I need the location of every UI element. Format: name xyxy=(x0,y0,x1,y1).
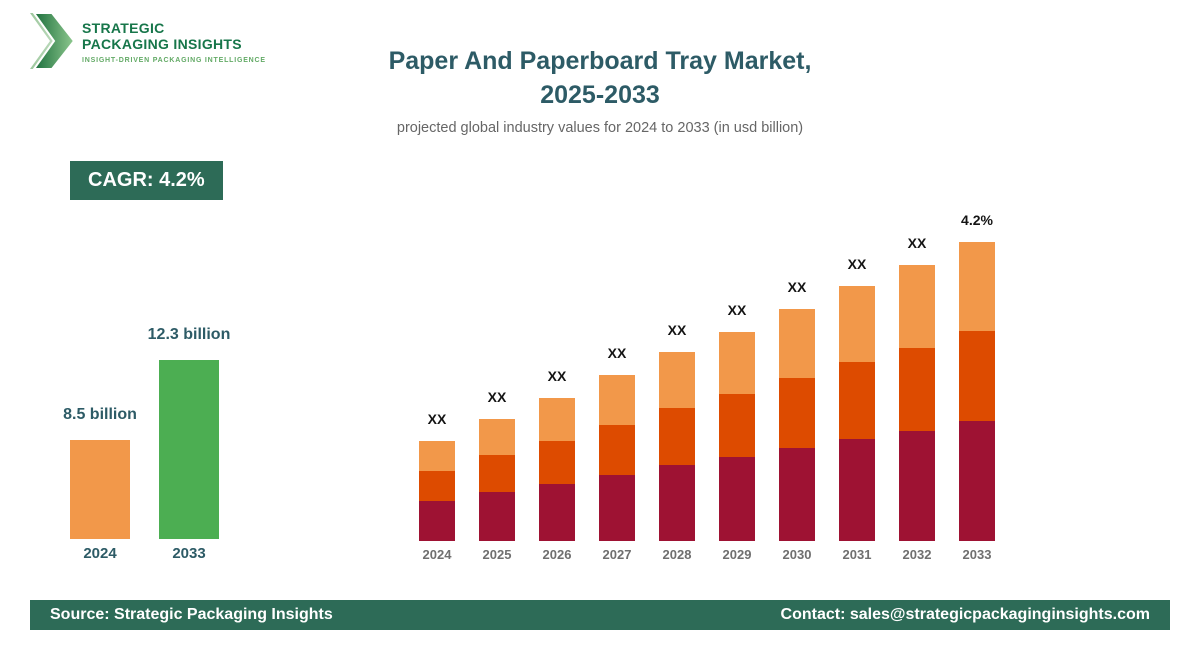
stacked-bar-year-label: 2027 xyxy=(602,547,632,562)
footer-contact: Contact: sales@strategicpackaginginsight… xyxy=(780,606,1150,623)
stacked-bar-value-label: XX xyxy=(847,256,867,272)
stacked-bar-segment-segment-bottom xyxy=(539,484,575,541)
stacked-bar-value-label: XX xyxy=(607,345,627,361)
stacked-bar-year-label: 2026 xyxy=(542,547,572,562)
stacked-bar-year-label: 2029 xyxy=(722,547,752,562)
stacked-bar-segment-segment-middle xyxy=(479,455,515,492)
stacked-bar-year-label: 2031 xyxy=(842,547,872,562)
summary-bar-column: 12.3 billion 2033 xyxy=(148,326,231,562)
logo-chevron-icon xyxy=(30,12,74,70)
stacked-bar-column: XX 2026 xyxy=(539,368,575,562)
title-block: Paper And Paperboard Tray Market, 2025-20… xyxy=(0,44,1200,136)
summary-bar-year-label: 2033 xyxy=(172,545,206,562)
stacked-bar-segment-segment-top xyxy=(899,265,935,348)
page-title: Paper And Paperboard Tray Market, 2025-20… xyxy=(0,44,1200,112)
stacked-bar-segment-segment-bottom xyxy=(719,457,755,541)
stacked-bar-segment-segment-top xyxy=(539,398,575,441)
stacked-bar xyxy=(419,441,455,541)
logo-name-line1: STRATEGIC xyxy=(82,20,165,36)
summary-bar-value-label: 8.5 billion xyxy=(63,406,137,423)
title-line1: Paper And Paperboard Tray Market, xyxy=(388,47,812,75)
page-subtitle: projected global industry values for 202… xyxy=(396,120,804,136)
stacked-bar-segment-segment-middle xyxy=(899,348,935,431)
logo-tagline: INSIGHT-DRIVEN PACKAGING INTELLIGENCE xyxy=(82,57,266,64)
stacked-bar-segment-segment-top xyxy=(599,375,635,425)
summary-bar-column: 8.5 billion 2024 xyxy=(63,406,137,562)
stacked-bar-value-label: 4.2% xyxy=(961,212,993,228)
cagr-badge: CAGR: 4.2% xyxy=(70,161,223,200)
logo-name-line2: PACKAGING INSIGHTS xyxy=(82,36,242,52)
stacked-bar-year-label: 2025 xyxy=(482,547,512,562)
stacked-bar-value-label: XX xyxy=(727,302,747,318)
stacked-bar-column: 4.2% 2033 xyxy=(959,212,995,562)
stacked-bar-segment-segment-top xyxy=(479,419,515,455)
stacked-bar-value-label: XX xyxy=(787,279,807,295)
stacked-bar-column: XX 2024 xyxy=(419,411,455,562)
stacked-bar-segment-segment-bottom xyxy=(419,501,455,541)
stacked-bar-segment-segment-bottom xyxy=(899,431,935,541)
stacked-bar-column: XX 2028 xyxy=(659,322,695,562)
stacked-bar-chart: XX 2024 XX 2025 XX 2026 XX 2027 XX 2028 XX 2029 XX 20… xyxy=(419,196,995,562)
stacked-bar xyxy=(599,375,635,541)
stacked-bar-segment-segment-middle xyxy=(959,331,995,421)
summary-bar xyxy=(159,360,219,539)
stacked-bar xyxy=(959,242,995,541)
stacked-bar-year-label: 2024 xyxy=(422,547,452,562)
stacked-bar-value-label: XX xyxy=(907,235,927,251)
stacked-bar-segment-segment-bottom xyxy=(839,439,875,541)
stacked-bar-column: XX 2032 xyxy=(899,235,935,562)
stacked-bar-year-label: 2033 xyxy=(962,547,992,562)
stacked-bar-segment-segment-top xyxy=(839,286,875,362)
logo: STRATEGIC PACKAGING INSIGHTS INSIGHT-DRI… xyxy=(30,12,266,70)
stacked-bar-segment-segment-middle xyxy=(419,471,455,501)
stacked-bar-column: XX 2027 xyxy=(599,345,635,562)
stacked-bar-segment-segment-middle xyxy=(599,425,635,475)
stacked-bar-column: XX 2030 xyxy=(779,279,815,562)
stacked-bar-year-label: 2032 xyxy=(902,547,932,562)
title-line2: 2025-2033 xyxy=(540,81,660,109)
stacked-bar-year-label: 2028 xyxy=(662,547,692,562)
summary-bar-value-label: 12.3 billion xyxy=(147,326,231,343)
stacked-bar-value-label: XX xyxy=(487,389,507,405)
stacked-bar-segment-segment-top xyxy=(779,309,815,378)
stacked-bar-segment-segment-bottom xyxy=(659,465,695,541)
stacked-bar-segment-segment-middle xyxy=(539,441,575,484)
stacked-bar-segment-segment-bottom xyxy=(599,475,635,541)
stacked-bar xyxy=(659,352,695,541)
stacked-bar-segment-segment-middle xyxy=(659,408,695,465)
footer-bar: Source: Strategic Packaging Insights Con… xyxy=(30,600,1170,630)
stacked-bar-value-label: XX xyxy=(427,411,447,427)
stacked-bar-value-label: XX xyxy=(547,368,567,384)
stacked-bar xyxy=(839,286,875,541)
stacked-bar xyxy=(539,398,575,541)
stacked-bar-segment-segment-top xyxy=(719,332,755,394)
summary-bar-chart: 8.5 billion 2024 12.3 billion 2033 xyxy=(63,320,231,562)
stacked-bar-column: XX 2029 xyxy=(719,302,755,562)
stacked-bar xyxy=(479,419,515,541)
stacked-bar xyxy=(779,309,815,541)
stacked-bar-segment-segment-bottom xyxy=(479,492,515,541)
stacked-bar xyxy=(719,332,755,541)
stacked-bar-segment-segment-top xyxy=(659,352,695,408)
stacked-bar-segment-segment-top xyxy=(959,242,995,331)
stacked-bar-segment-segment-middle xyxy=(719,394,755,457)
stacked-bar-value-label: XX xyxy=(667,322,687,338)
stacked-bar-segment-segment-bottom xyxy=(779,448,815,541)
stacked-bar-column: XX 2025 xyxy=(479,389,515,562)
stacked-bar-segment-segment-top xyxy=(419,441,455,471)
stacked-bar xyxy=(899,265,935,541)
stacked-bar-segment-segment-bottom xyxy=(959,421,995,541)
summary-bar-year-label: 2024 xyxy=(83,545,117,562)
stacked-bar-segment-segment-middle xyxy=(779,378,815,448)
stacked-bar-segment-segment-middle xyxy=(839,362,875,439)
logo-text: STRATEGIC PACKAGING INSIGHTS INSIGHT-DRI… xyxy=(82,12,266,64)
stacked-bar-year-label: 2030 xyxy=(782,547,812,562)
footer-source: Source: Strategic Packaging Insights xyxy=(50,606,333,623)
stacked-bar-column: XX 2031 xyxy=(839,256,875,562)
summary-bar xyxy=(70,440,130,539)
